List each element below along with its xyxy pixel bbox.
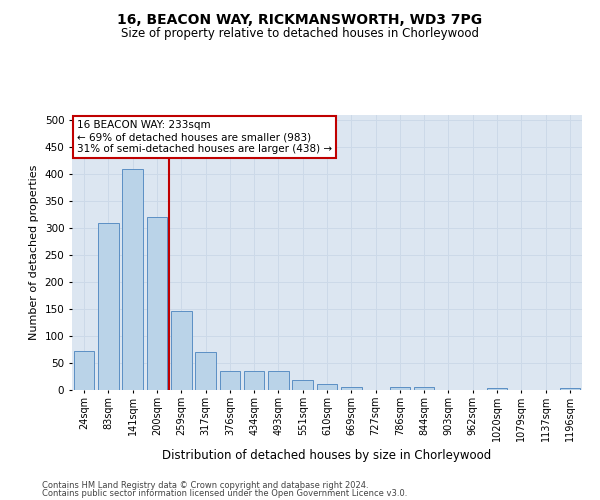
Bar — [268, 371, 289, 390]
Bar — [244, 371, 265, 390]
Bar — [74, 350, 94, 390]
Bar — [171, 310, 191, 390]
Bar — [487, 388, 508, 390]
Text: Contains public sector information licensed under the Open Government Licence v3: Contains public sector information licen… — [42, 489, 407, 498]
Bar — [317, 384, 337, 390]
Bar — [146, 218, 167, 390]
Text: Contains HM Land Registry data © Crown copyright and database right 2024.: Contains HM Land Registry data © Crown c… — [42, 480, 368, 490]
Text: 16, BEACON WAY, RICKMANSWORTH, WD3 7PG: 16, BEACON WAY, RICKMANSWORTH, WD3 7PG — [118, 12, 482, 26]
Y-axis label: Number of detached properties: Number of detached properties — [29, 165, 39, 340]
Text: Size of property relative to detached houses in Chorleywood: Size of property relative to detached ho… — [121, 28, 479, 40]
Bar — [98, 223, 119, 390]
Bar — [341, 388, 362, 390]
X-axis label: Distribution of detached houses by size in Chorleywood: Distribution of detached houses by size … — [163, 450, 491, 462]
Bar — [414, 387, 434, 390]
Bar — [292, 380, 313, 390]
Bar — [195, 352, 216, 390]
Bar — [122, 169, 143, 390]
Bar — [560, 388, 580, 390]
Text: 16 BEACON WAY: 233sqm
← 69% of detached houses are smaller (983)
31% of semi-det: 16 BEACON WAY: 233sqm ← 69% of detached … — [77, 120, 332, 154]
Bar — [220, 371, 240, 390]
Bar — [389, 387, 410, 390]
